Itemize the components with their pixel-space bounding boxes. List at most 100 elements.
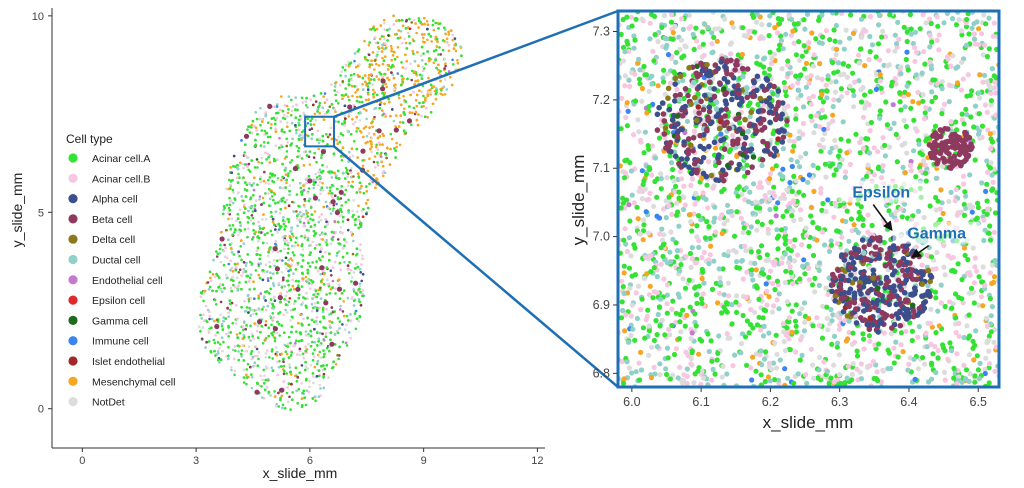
zoom-point: [646, 352, 652, 358]
overview-point: [358, 282, 362, 286]
overview-point: [420, 74, 424, 77]
zoom-point: [664, 292, 671, 298]
overview-point: [386, 76, 389, 80]
overview-point: [346, 184, 350, 188]
zoom-point: [663, 366, 669, 372]
zoom-point: [734, 259, 740, 265]
overview-point: [315, 309, 319, 312]
zoom-point: [838, 136, 844, 142]
zoom-point: [629, 192, 635, 198]
overview-point: [291, 178, 295, 182]
overview-point: [301, 259, 305, 262]
zoom-point: [940, 163, 946, 169]
zoom-point: [704, 182, 710, 188]
zoom-point: [767, 206, 773, 213]
zoom-point: [903, 123, 909, 130]
overview-point: [309, 329, 313, 333]
overview-point: [410, 78, 414, 82]
overview-point: [225, 256, 229, 260]
zoom-point: [984, 79, 990, 85]
overview-point: [413, 60, 417, 63]
zoom-point: [620, 200, 627, 206]
overview-point: [238, 221, 242, 224]
zoom-point: [647, 75, 653, 81]
overview-point: [333, 194, 337, 197]
overview-point: [241, 162, 244, 166]
overview-point: [250, 350, 254, 353]
overview-point: [351, 154, 355, 158]
overview-point: [267, 178, 270, 182]
overview-point: [251, 210, 255, 213]
overview-point: [374, 186, 377, 189]
overview-point: [282, 276, 285, 280]
overview-point: [287, 382, 291, 386]
overview-point: [340, 159, 344, 162]
zoom-point: [626, 77, 632, 83]
zoom-point: [725, 301, 731, 307]
overview-point: [370, 140, 373, 144]
zoom-point: [861, 336, 867, 342]
overview-point: [249, 314, 253, 317]
overview-point: [297, 213, 300, 216]
overview-point: [341, 97, 344, 100]
zoom-point: [785, 260, 792, 266]
zoom-point: [770, 360, 777, 366]
overview-point: [304, 333, 308, 337]
overview-point: [394, 149, 397, 152]
overview-point: [287, 95, 291, 98]
overview-point: [333, 108, 337, 111]
overview-point: [373, 36, 377, 39]
overview-point: [234, 322, 238, 325]
overview-point: [285, 299, 289, 302]
overview-point: [359, 304, 363, 307]
zoom-point: [776, 21, 783, 27]
zoom-point: [729, 302, 735, 308]
overview-point: [227, 335, 230, 338]
overview-point: [352, 213, 355, 217]
legend-label: Endothelial cell: [92, 275, 163, 287]
overview-point: [419, 54, 423, 57]
zoom-point: [966, 352, 973, 358]
zoom-point: [700, 29, 706, 35]
overview-point: [363, 74, 367, 77]
overview-point: [221, 290, 224, 294]
overview-point: [315, 244, 318, 247]
overview-point: [301, 391, 304, 395]
overview-point: [203, 289, 207, 293]
zoom-point: [832, 38, 838, 44]
overview-point: [257, 297, 261, 300]
zoom-point: [834, 46, 840, 53]
zoom-point: [730, 132, 736, 138]
overview-point: [223, 243, 226, 247]
overview-point: [414, 22, 417, 25]
zoom-point: [792, 237, 798, 243]
overview-point: [387, 97, 390, 101]
overview-point: [291, 278, 294, 282]
zoom-point: [670, 29, 676, 36]
overview-point: [287, 342, 290, 346]
overview-point: [275, 259, 279, 263]
zoom-point: [873, 54, 879, 60]
zoom-point: [935, 23, 941, 29]
zoom-point: [898, 330, 905, 336]
zoom-point: [768, 219, 774, 225]
overview-point: [300, 364, 304, 367]
overview-point: [399, 114, 403, 117]
zoom-point: [791, 218, 797, 224]
zoom-point: [922, 162, 928, 168]
overview-point: [354, 223, 357, 227]
overview-point: [349, 268, 353, 272]
overview-point: [270, 174, 274, 177]
overview-point: [358, 63, 361, 66]
overview-point: [346, 95, 350, 98]
zoom-point: [682, 323, 688, 329]
overview-point: [249, 297, 253, 300]
overview-point: [302, 224, 306, 228]
zoom-point: [680, 276, 686, 282]
overview-point: [309, 217, 312, 221]
overview-point: [272, 284, 276, 288]
overview-point: [338, 84, 342, 87]
overview-point: [247, 311, 250, 314]
zoom-point: [661, 67, 667, 73]
overview-point: [244, 280, 248, 284]
